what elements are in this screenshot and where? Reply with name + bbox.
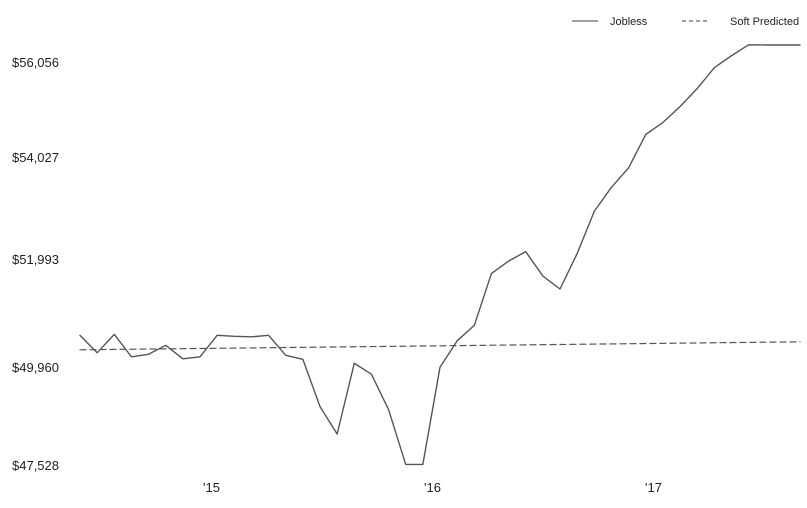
legend: Jobless Soft Predicted xyxy=(572,16,799,28)
y-tick-label: $54,027 xyxy=(12,150,59,165)
y-tick-label: $56,056 xyxy=(12,55,59,70)
y-axis: $56,056 $54,027 $51,993 $49,960 $47,528 xyxy=(12,55,59,473)
y-tick-label: $51,993 xyxy=(12,252,59,267)
x-tick-label: '16 xyxy=(424,480,441,495)
y-tick-label: $49,960 xyxy=(12,360,59,375)
x-tick-label: '17 xyxy=(645,480,662,495)
legend-label-jobless: Jobless xyxy=(610,16,648,28)
x-tick-label: '15 xyxy=(203,480,220,495)
legend-label-soft-predicted: Soft Predicted xyxy=(730,16,799,28)
series-line-soft-predicted xyxy=(79,341,801,351)
x-axis: '15 '16 '17 xyxy=(203,480,662,495)
y-tick-label: $47,528 xyxy=(12,458,59,473)
series-layer xyxy=(79,44,801,466)
series-line-jobless xyxy=(79,44,801,466)
